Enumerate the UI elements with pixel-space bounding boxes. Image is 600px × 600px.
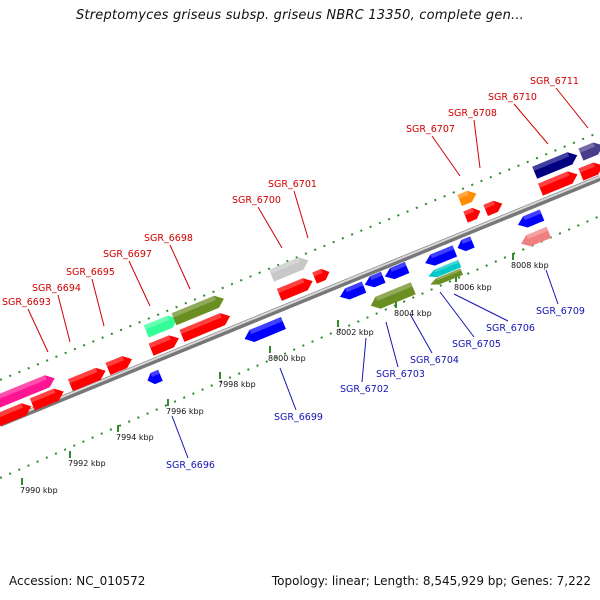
gene-label-SGR_6698[interactable]: SGR_6698 xyxy=(144,233,193,244)
leader-line xyxy=(555,87,589,129)
forward-track-guide xyxy=(0,131,600,381)
gene-label-SGR_6696[interactable]: SGR_6696 xyxy=(166,460,215,471)
gene-label-SGR_6708[interactable]: SGR_6708 xyxy=(448,108,497,119)
leader-line xyxy=(361,337,367,383)
gene-label-SGR_6699[interactable]: SGR_6699 xyxy=(274,412,323,423)
gene-label-SGR_6702[interactable]: SGR_6702 xyxy=(340,384,389,395)
gene-red-forward xyxy=(483,200,503,216)
gene-SGR_6704 xyxy=(425,245,458,266)
leader-line xyxy=(473,119,481,169)
genome-backbone-highlight xyxy=(0,175,600,424)
gene-blue-reverse xyxy=(457,236,475,252)
axis-tick-label: 7990 kbp xyxy=(20,486,58,495)
gene-label-SGR_6701[interactable]: SGR_6701 xyxy=(268,179,317,190)
genome-backbone xyxy=(0,175,600,427)
leader-line xyxy=(169,244,191,290)
gene-SGR_6697 xyxy=(143,315,178,338)
leader-line xyxy=(257,206,283,249)
gene-label-SGR_6700[interactable]: SGR_6700 xyxy=(232,195,281,206)
leader-line xyxy=(385,321,399,368)
gene-SGR_6706 xyxy=(430,268,464,285)
gene-SGR_6700 xyxy=(269,257,309,282)
axis-tick-label: 8008 kbp xyxy=(511,261,549,270)
leader-line xyxy=(293,190,309,239)
leader-line xyxy=(91,278,105,327)
leader-line xyxy=(453,293,509,322)
gene-labels: SGR_6693 SGR_6694 SGR_6695 SGR_6697 SGR_6698… xyxy=(2,76,585,471)
axis-tick-label: 7994 kbp xyxy=(116,433,154,442)
leader-line xyxy=(171,415,189,459)
gene-red-forward xyxy=(538,171,578,196)
gene-SGR_6708 xyxy=(463,207,481,223)
gene-label-SGR_6697[interactable]: SGR_6697 xyxy=(103,249,152,260)
gene-blue-reverse xyxy=(384,261,410,280)
gene-label-SGR_6711[interactable]: SGR_6711 xyxy=(530,76,579,87)
gene-blue-reverse xyxy=(364,271,386,288)
gene-red-forward xyxy=(148,335,179,356)
gene-SGR_6695 xyxy=(105,356,133,375)
leader-line xyxy=(279,367,297,411)
gene-SGR_6698 xyxy=(171,295,224,326)
axis-tick-label: 7992 kbp xyxy=(68,459,106,468)
leader-line xyxy=(545,269,559,305)
leader-line xyxy=(431,135,461,177)
gene-red-forward xyxy=(578,162,600,181)
gene-label-SGR_6695[interactable]: SGR_6695 xyxy=(66,267,115,278)
gene-SGR_6701 xyxy=(276,278,313,301)
gene-SGR_6711 xyxy=(578,142,600,161)
gene-SGR_6703 xyxy=(370,282,416,309)
gene-red-forward xyxy=(0,403,32,430)
gene-SGR_6702 xyxy=(339,281,367,300)
axis-tick-label: 8006 kbp xyxy=(454,283,492,292)
leader-line xyxy=(513,103,549,145)
gene-SGR_6707 xyxy=(457,190,477,206)
gene-SGR_6705 xyxy=(428,259,462,278)
gene-SGR_6710 xyxy=(532,152,578,179)
gene-red-forward xyxy=(312,268,330,284)
gene-red-forward xyxy=(29,388,64,411)
gene-label-SGR_6707[interactable]: SGR_6707 xyxy=(406,124,455,135)
gene-SGR_6696 xyxy=(147,369,163,385)
axis-tick-label: 7998 kbp xyxy=(218,380,256,389)
leader-line xyxy=(57,294,71,343)
axis-tick-label: 8002 kbp xyxy=(336,328,374,337)
leader-line xyxy=(409,313,433,354)
leader-line xyxy=(439,291,475,338)
gene-SGR_6694 xyxy=(67,367,106,392)
gene-label-SGR_6706[interactable]: SGR_6706 xyxy=(486,323,535,334)
map-title: Streptomyces griseus subsp. griseus NBRC… xyxy=(75,8,525,23)
gene-label-SGR_6710[interactable]: SGR_6710 xyxy=(488,92,537,103)
gene-SGR_6699 xyxy=(244,317,286,342)
gene-label-SGR_6705[interactable]: SGR_6705 xyxy=(452,339,501,350)
accession-text: Accession: NC_010572 xyxy=(9,574,146,588)
gene-label-SGR_6709[interactable]: SGR_6709 xyxy=(536,306,585,317)
axis-tick-label: 8000 kbp xyxy=(268,354,306,363)
gene-label-SGR_6694[interactable]: SGR_6694 xyxy=(32,283,81,294)
axis-tick-label: 8004 kbp xyxy=(394,309,432,318)
gene-label-SGR_6704[interactable]: SGR_6704 xyxy=(410,355,459,366)
gene-red-forward xyxy=(179,313,231,342)
gene-SGR_6709 xyxy=(521,226,552,247)
gene-label-SGR_6703[interactable]: SGR_6703 xyxy=(376,369,425,380)
gene-label-SGR_6693[interactable]: SGR_6693 xyxy=(2,297,51,308)
axis-tick-label: 7996 kbp xyxy=(166,407,204,416)
gene-SGR_6693 xyxy=(0,375,55,408)
leader-line xyxy=(128,260,151,307)
genome-summary-text: Topology: linear; Length: 8,545,929 bp; … xyxy=(271,574,591,588)
gene-blocks xyxy=(0,142,600,430)
reverse-track-guide xyxy=(0,215,600,479)
gene-blue-reverse xyxy=(517,209,545,228)
label-leader-lines xyxy=(27,87,589,459)
leader-line xyxy=(27,308,49,353)
